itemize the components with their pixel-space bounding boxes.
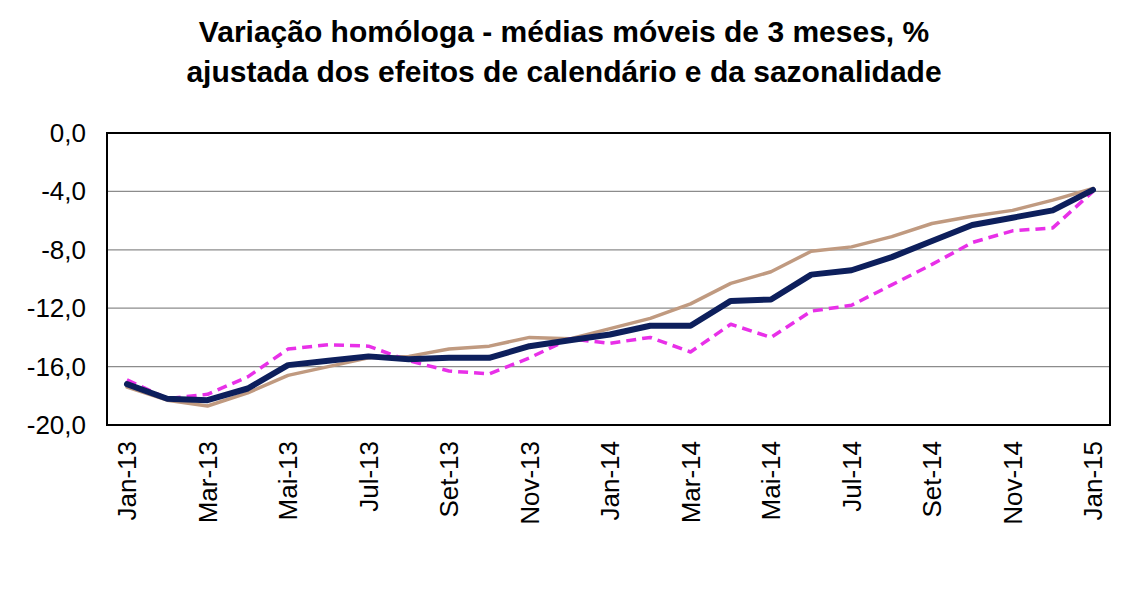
x-tick-label: Jul-13 [354, 441, 384, 512]
plot-area [127, 188, 1093, 406]
x-tick-label: Mai-14 [756, 441, 786, 520]
series-line [127, 188, 1093, 406]
x-tick-label: Jan-14 [595, 441, 625, 521]
x-tick-label: Mar-13 [193, 441, 223, 523]
x-tick-label: Nov-13 [515, 441, 545, 525]
grid-line [107, 191, 1110, 192]
y-tick-label: 0,0 [50, 118, 86, 148]
x-tick-label: Nov-14 [998, 441, 1028, 525]
y-tick-label: -12,0 [27, 293, 86, 323]
x-tick-label: Mai-13 [273, 441, 303, 520]
x-tick-label: Mar-14 [676, 441, 706, 523]
x-tick-label: Set-13 [434, 441, 464, 518]
chart: Variação homóloga - médias móveis de 3 m… [0, 0, 1128, 591]
x-tick-label: Set-14 [917, 441, 947, 518]
plot-frame [107, 133, 1110, 425]
subtitle: ajustada dos efeitos de calendário e da … [186, 55, 941, 88]
y-tick-label: -8,0 [41, 235, 86, 265]
title: Variação homóloga - médias móveis de 3 m… [199, 15, 929, 48]
y-tick-label: -20,0 [27, 410, 86, 440]
y-tick-label: -16,0 [27, 352, 86, 382]
grid-line [107, 308, 1110, 309]
series-line [127, 191, 1093, 398]
x-tick-label: Jan-13 [112, 441, 142, 521]
x-tick-label: Jan-15 [1078, 441, 1108, 521]
grid-line [107, 366, 1110, 367]
x-tick-label: Jul-14 [837, 441, 867, 512]
series-line [127, 190, 1093, 400]
y-tick-label: -4,0 [41, 176, 86, 206]
